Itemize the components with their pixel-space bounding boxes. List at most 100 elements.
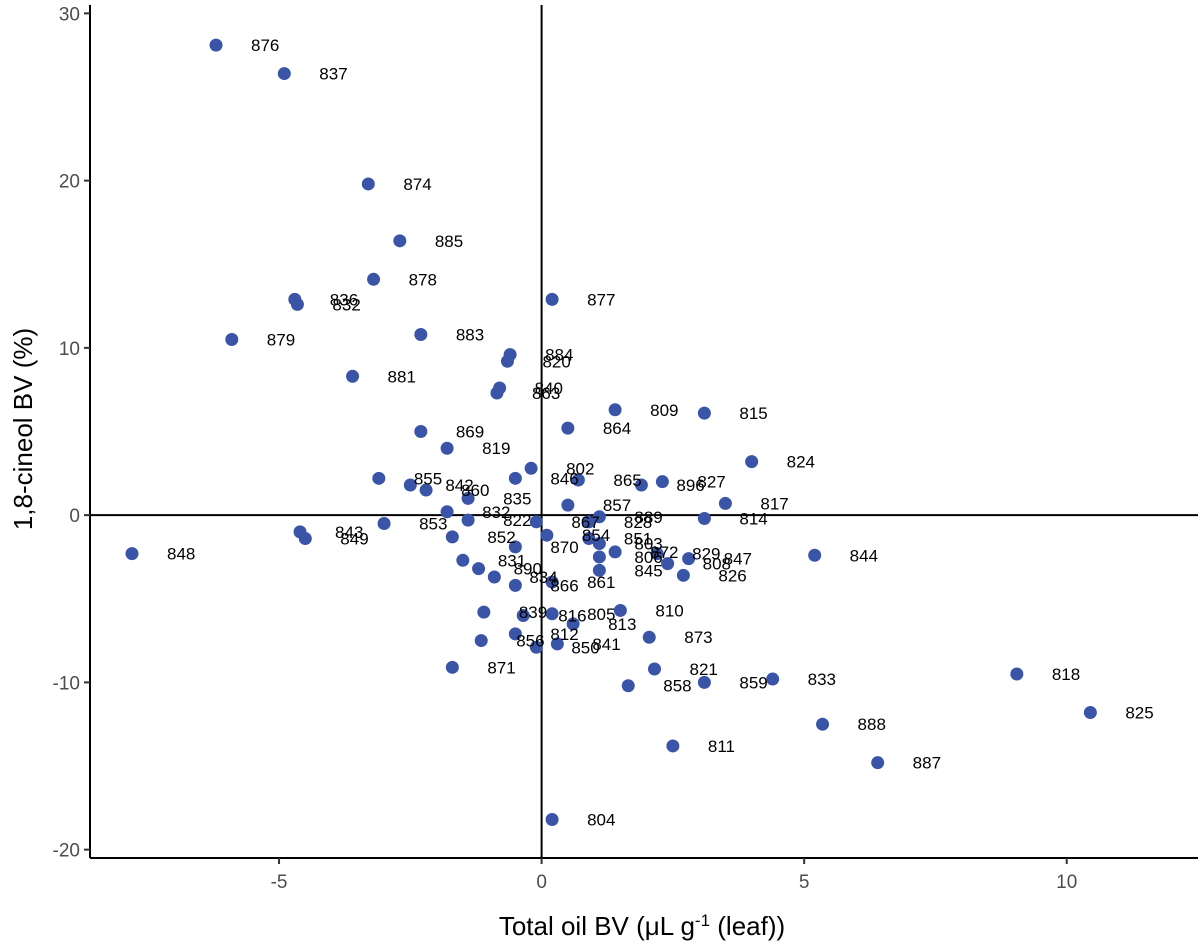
point-label: 811 (708, 737, 735, 756)
point-label: 814 (739, 509, 767, 528)
data-point (661, 557, 675, 571)
data-point (642, 630, 656, 644)
data-point (718, 496, 732, 510)
data-point (367, 272, 381, 286)
point-label: 871 (487, 658, 515, 677)
point-label: 864 (603, 419, 631, 438)
point-label: 857 (603, 496, 631, 515)
data-point (490, 386, 504, 400)
y-tick-label: -10 (53, 673, 80, 694)
data-point (650, 547, 664, 561)
data-point (592, 510, 606, 524)
point-label: 844 (850, 546, 878, 565)
reference-lines (90, 5, 1198, 858)
point-label: 845 (634, 561, 662, 580)
data-point (545, 607, 559, 621)
data-point (461, 513, 475, 527)
data-point (414, 425, 428, 438)
point-label: 813 (608, 615, 636, 634)
point-label: 890 (514, 560, 542, 579)
point-label: 863 (532, 384, 560, 403)
data-point (545, 813, 559, 827)
point-label: 872 (650, 543, 678, 562)
point-label: 855 (414, 469, 442, 488)
data-point (445, 660, 459, 674)
data-point (403, 478, 417, 492)
y-tick-label: 30 (59, 4, 80, 25)
x-tick-label: 5 (799, 872, 810, 893)
point-label: 820 (542, 352, 570, 371)
point-label: 852 (487, 528, 515, 547)
data-point (621, 679, 635, 693)
point-label: 854 (582, 526, 610, 545)
data-point (529, 640, 543, 654)
point-label: 851 (624, 530, 652, 549)
point-label: 876 (251, 36, 279, 55)
data-point (508, 627, 522, 641)
data-point (440, 441, 454, 455)
data-point (697, 406, 711, 420)
data-point (582, 515, 596, 529)
data-point (545, 292, 559, 306)
data-point (477, 605, 491, 619)
point-label: 877 (587, 290, 615, 309)
point-label: 866 (550, 576, 578, 595)
data-point (298, 532, 312, 546)
data-point (545, 575, 559, 589)
y-tick-label: -20 (53, 841, 80, 862)
data-point (445, 530, 459, 544)
point-label: 833 (808, 670, 836, 689)
point-label: 847 (724, 550, 752, 569)
point-label: 804 (587, 811, 615, 830)
point-label: 839 (519, 603, 547, 622)
point-label: 885 (435, 232, 463, 251)
point-label: 809 (650, 401, 678, 420)
point-label: 881 (388, 367, 416, 386)
point-label: 869 (456, 423, 484, 442)
data-point (440, 505, 454, 519)
point-label: 858 (663, 677, 691, 696)
data-point (372, 471, 386, 485)
data-point (582, 532, 596, 546)
data-point (414, 327, 428, 341)
y-tick-label: 20 (59, 172, 80, 193)
x-tick-label: 10 (1056, 872, 1077, 893)
point-label: 834 (529, 568, 557, 587)
data-point (346, 369, 360, 383)
point-label: 829 (692, 545, 720, 564)
data-point (697, 511, 711, 525)
point-label: 802 (566, 459, 594, 478)
point-label: 846 (550, 469, 578, 488)
point-label: 840 (535, 379, 563, 398)
point-label: 822 (503, 511, 531, 530)
x-tick-label: 0 (536, 872, 547, 893)
point-label: 896 (676, 476, 704, 495)
point-label: 805 (587, 605, 615, 624)
data-point (550, 637, 564, 651)
point-label: 816 (558, 606, 586, 625)
data-point (592, 537, 606, 551)
data-point (508, 471, 522, 485)
point-label: 812 (550, 625, 578, 644)
point-label: 879 (267, 331, 295, 350)
point-label: 853 (419, 514, 447, 533)
data-point (566, 617, 580, 631)
point-label: 831 (498, 551, 526, 570)
data-point (393, 234, 407, 248)
point-label: 883 (456, 325, 484, 344)
data-point (461, 491, 475, 505)
point-label: 827 (697, 473, 725, 492)
point-label: 850 (571, 638, 599, 657)
point-label: 808 (703, 555, 731, 574)
point-label: 873 (684, 628, 712, 647)
point-label: 828 (624, 513, 652, 532)
data-point (592, 550, 606, 564)
data-point (766, 672, 780, 686)
data-point (697, 675, 711, 689)
point-label: 842 (445, 476, 473, 495)
data-point (592, 563, 606, 577)
data-point (608, 403, 622, 417)
point-label: 835 (503, 489, 531, 508)
